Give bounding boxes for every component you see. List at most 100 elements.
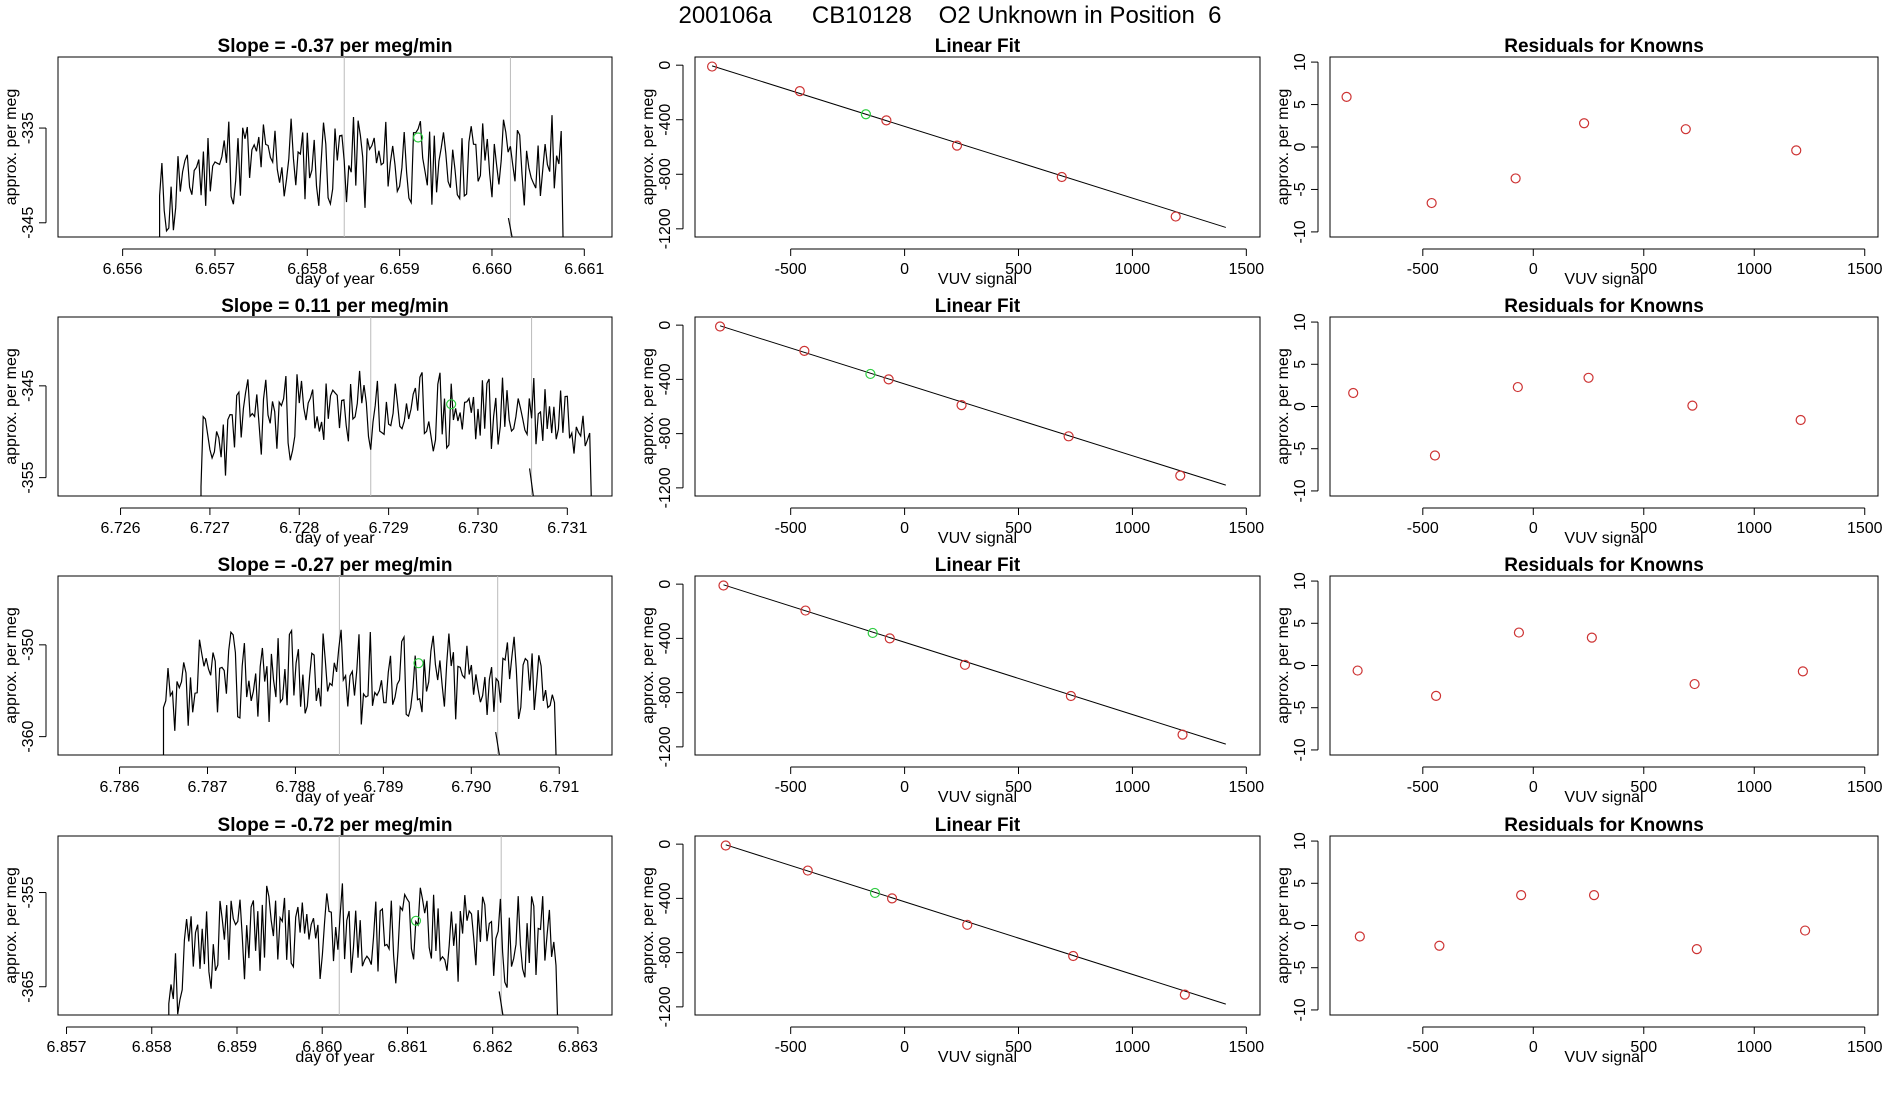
x-tick-label: 500 — [1005, 261, 1032, 278]
x-axis-label: VUV signal — [938, 1049, 1017, 1066]
x-tick-label: -500 — [775, 261, 807, 278]
residual-point — [1588, 890, 1600, 901]
y-tick-label: -800 — [657, 677, 674, 709]
y-tick-label: 0 — [1292, 921, 1309, 930]
y-tick-label: -800 — [657, 418, 674, 450]
known-point — [1170, 211, 1181, 222]
x-tick-label: 6.788 — [275, 779, 315, 796]
known-point — [802, 865, 813, 876]
panel-title: Slope = 0.11 per meg/min — [221, 296, 449, 317]
known-point — [883, 374, 894, 385]
plot-area — [1352, 627, 1808, 701]
x-tick-label: 6.862 — [473, 1039, 513, 1056]
x-tick-label: 500 — [1630, 1039, 1657, 1056]
y-tick-label: 0 — [657, 840, 674, 849]
y-axis-label: approx. per meg — [1275, 607, 1292, 724]
known-point — [718, 580, 729, 591]
known-point — [706, 61, 718, 72]
known-point — [962, 919, 973, 930]
x-tick-label: 6.791 — [539, 779, 579, 796]
y-tick-label: 10 — [1292, 53, 1309, 71]
x-axis-label: day of year — [295, 271, 375, 288]
y-tick-label: 5 — [1292, 619, 1309, 628]
y-axis-label: approx. per meg — [1275, 867, 1292, 984]
known-point — [1179, 989, 1190, 1000]
time-panel: Slope = 0.11 per meg/min 6.726 6.727 6.728 6… — [3, 296, 613, 547]
y-axis-label: approx. per meg — [3, 867, 20, 984]
x-tick-label: 6.731 — [547, 520, 587, 537]
known-point — [1065, 690, 1077, 702]
x-tick-label: 6.661 — [564, 261, 604, 278]
plot-frame — [57, 56, 613, 238]
x-axis-label: VUV signal — [938, 530, 1017, 547]
x-tick-label: 6.727 — [190, 520, 230, 537]
y-tick-label: -355 — [20, 462, 37, 494]
y-tick-label: -5 — [1292, 182, 1309, 196]
panel-title: Slope = -0.27 per meg/min — [218, 555, 453, 576]
y-tick-label: 0 — [657, 321, 674, 330]
x-tick-label: 6.787 — [187, 779, 227, 796]
x-tick-label: 0 — [1529, 779, 1538, 796]
plot-area — [1354, 890, 1811, 955]
panel-title: Residuals for Knowns — [1504, 296, 1704, 317]
x-tick-label: -500 — [1407, 520, 1439, 537]
unknown-point — [867, 627, 878, 639]
known-point — [959, 659, 971, 670]
residual-point — [1799, 925, 1811, 936]
figure-title: 200106a CB10128 O2 Unknown in Position 6 — [678, 2, 1222, 29]
known-point — [799, 345, 810, 357]
residual-point — [1354, 931, 1365, 942]
residual-point — [1434, 940, 1445, 951]
y-tick-label: -1200 — [657, 986, 674, 1027]
plot-frame — [1329, 835, 1879, 1016]
known-point — [720, 840, 731, 851]
residual-point — [1795, 414, 1806, 426]
x-axis-label: VUV signal — [1564, 271, 1643, 288]
y-tick-label: -345 — [20, 207, 37, 239]
y-axis-label: approx. per meg — [640, 867, 657, 984]
signal-trace — [168, 883, 559, 1015]
residual-point — [1348, 387, 1359, 399]
y-tick-label: -10 — [1292, 998, 1309, 1021]
y-tick-label: -355 — [20, 876, 37, 908]
plot-area — [1348, 372, 1806, 461]
residual-point — [1516, 890, 1527, 901]
residual-point — [1680, 124, 1691, 135]
x-tick-label: -500 — [775, 1039, 807, 1056]
plot-area — [714, 321, 1226, 486]
x-tick-label: -500 — [775, 520, 807, 537]
y-tick-label: -335 — [20, 112, 37, 144]
y-tick-label: -1200 — [657, 726, 674, 767]
x-tick-label: 1000 — [1736, 261, 1772, 278]
time-panel: Slope = -0.27 per meg/min 6.786 6.787 6.788… — [3, 555, 613, 806]
signal-dip — [507, 217, 513, 237]
panel-title: Residuals for Knowns — [1504, 36, 1704, 57]
y-tick-label: -400 — [657, 363, 674, 395]
x-tick-label: 0 — [1529, 1039, 1538, 1056]
y-axis-label: approx. per meg — [640, 348, 657, 465]
unknown-marker — [410, 915, 422, 926]
y-tick-label: -5 — [1292, 442, 1309, 456]
unknown-marker — [413, 658, 424, 669]
x-tick-label: 6.786 — [100, 779, 140, 796]
x-tick-label: -500 — [775, 779, 807, 796]
y-tick-label: -800 — [657, 937, 674, 969]
residual-point — [1586, 632, 1597, 643]
plot-area — [200, 317, 592, 496]
x-axis-label: VUV signal — [938, 789, 1017, 806]
plot-frame — [1329, 56, 1879, 238]
panel-title: Linear Fit — [935, 296, 1021, 317]
x-tick-label: 1000 — [1736, 1039, 1772, 1056]
x-tick-label: 0 — [900, 520, 909, 537]
x-tick-label: 500 — [1005, 779, 1032, 796]
y-tick-label: 5 — [1292, 879, 1309, 888]
y-tick-label: -10 — [1292, 220, 1309, 243]
known-point — [884, 633, 895, 644]
signal-dip — [498, 991, 504, 1015]
known-point — [800, 605, 811, 616]
x-axis-label: day of year — [295, 789, 375, 806]
plot-area — [706, 61, 1226, 228]
signal-dip — [528, 468, 534, 496]
residual-panel: Residuals for Knowns -500 0 500 1000 1500 VUV … — [1275, 36, 1883, 288]
